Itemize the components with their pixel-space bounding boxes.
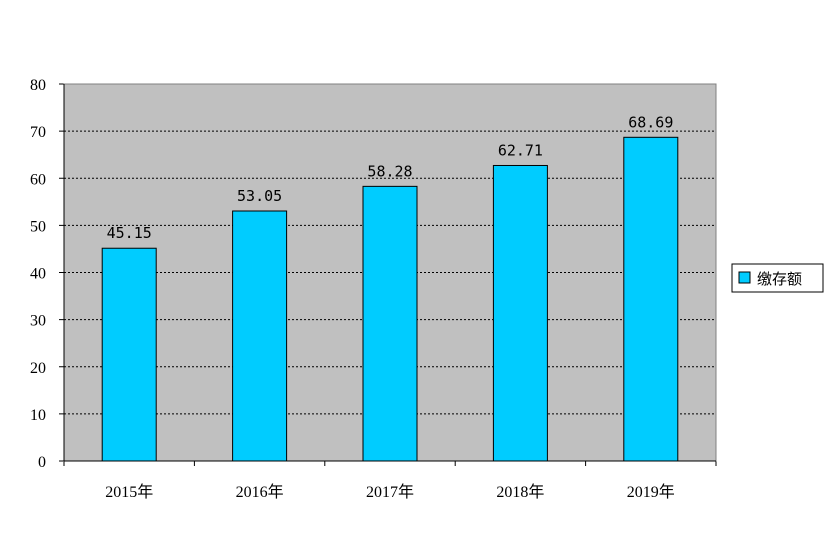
y-tick-label: 80 xyxy=(30,77,46,94)
bar-2018年 xyxy=(492,164,548,462)
x-tick-label: 2018年 xyxy=(496,483,544,501)
legend-label: 缴存额 xyxy=(757,270,802,288)
data-label: 45.15 xyxy=(107,224,152,242)
data-label: 68.69 xyxy=(628,113,673,131)
y-tick-label: 70 xyxy=(30,124,46,141)
y-tick-label: 20 xyxy=(30,360,46,377)
x-tick-label: 2016年 xyxy=(236,483,284,501)
bar-2016年 xyxy=(232,210,288,462)
legend-swatch xyxy=(738,271,751,284)
y-tick-label: 50 xyxy=(30,218,46,235)
y-axis-ticks: 0 10 20 30 40 50 60 70 80 xyxy=(30,77,64,471)
data-labels: 45.15 53.05 58.28 62.71 68.69 xyxy=(107,113,674,242)
data-label: 62.71 xyxy=(498,141,543,159)
x-tick-label: 2019年 xyxy=(627,483,675,501)
y-tick-label: 60 xyxy=(30,171,46,188)
legend: 缴存额 xyxy=(731,263,824,293)
data-label: 58.28 xyxy=(367,162,412,180)
y-tick-label: 0 xyxy=(38,454,46,471)
bars xyxy=(101,136,679,462)
x-tick-label: 2015年 xyxy=(105,483,153,501)
x-axis-ticks: 2015年 2016年 2017年 2018年 2019年 xyxy=(63,461,717,501)
y-tick-label: 10 xyxy=(30,407,46,424)
y-tick-label: 30 xyxy=(30,313,46,330)
bar-2015年 xyxy=(101,247,157,462)
y-tick-label: 40 xyxy=(30,266,46,283)
bar-2017年 xyxy=(362,185,418,462)
bar-2019年 xyxy=(623,136,679,462)
x-tick-label: 2017年 xyxy=(366,483,414,501)
data-label: 53.05 xyxy=(237,187,282,205)
